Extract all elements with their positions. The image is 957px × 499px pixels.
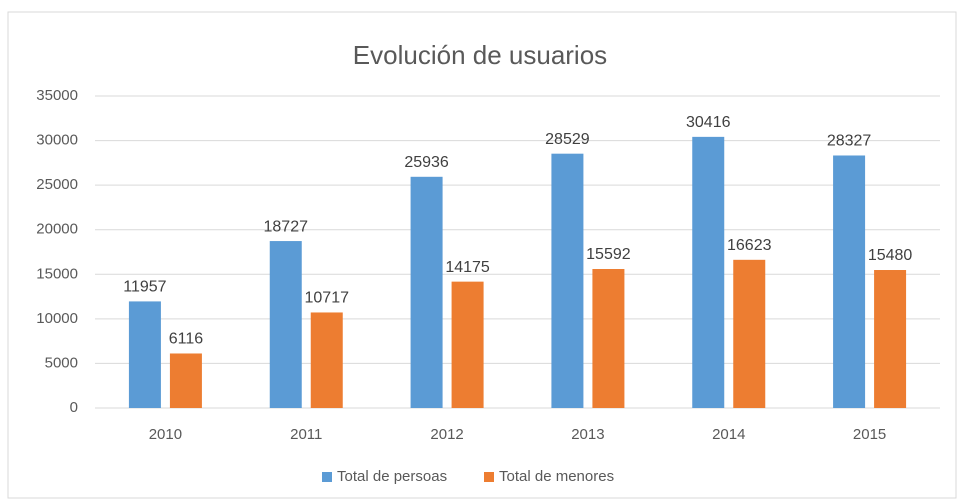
bar [310, 312, 343, 408]
data-label: 30416 [686, 114, 731, 131]
y-tick-label: 10000 [36, 310, 78, 327]
data-label: 16623 [727, 237, 772, 254]
data-label: 6116 [169, 331, 204, 348]
bar [833, 155, 866, 408]
bar [451, 281, 484, 408]
y-tick-label: 15000 [36, 265, 78, 282]
data-label: 25936 [404, 154, 449, 171]
x-tick-label: 2014 [712, 426, 745, 443]
bar [410, 176, 443, 408]
bar [733, 259, 766, 408]
x-tick-label: 2011 [290, 426, 322, 443]
data-label: 15592 [586, 246, 631, 263]
bar [551, 153, 584, 408]
x-tick-label: 2013 [571, 426, 604, 443]
bar [874, 270, 907, 408]
bar [692, 136, 725, 408]
legend-swatch [322, 472, 332, 482]
data-label: 28327 [827, 133, 872, 150]
chart-frame [7, 11, 957, 499]
x-tick-label: 2015 [853, 426, 886, 443]
x-tick-label: 2010 [149, 426, 182, 443]
data-label: 14175 [445, 259, 490, 276]
bar [169, 353, 202, 408]
chart-title: Evolución de usuarios [353, 40, 607, 70]
data-label: 15480 [868, 247, 913, 264]
data-label: 18727 [264, 218, 309, 235]
y-tick-label: 0 [70, 399, 78, 416]
y-tick-label: 30000 [36, 132, 78, 149]
data-label: 11957 [123, 279, 166, 296]
data-label: 10717 [305, 290, 350, 307]
data-label: 28529 [545, 131, 590, 148]
x-tick-label: 2012 [430, 426, 463, 443]
y-tick-label: 25000 [36, 176, 78, 193]
legend-label: Total de menores [499, 468, 614, 485]
bar [592, 269, 625, 408]
legend-label: Total de persoas [337, 468, 447, 485]
bar [269, 241, 302, 408]
y-tick-label: 35000 [36, 87, 78, 104]
y-tick-label: 20000 [36, 221, 78, 238]
y-tick-label: 5000 [45, 354, 78, 371]
legend-swatch [484, 472, 494, 482]
bar [128, 301, 161, 408]
